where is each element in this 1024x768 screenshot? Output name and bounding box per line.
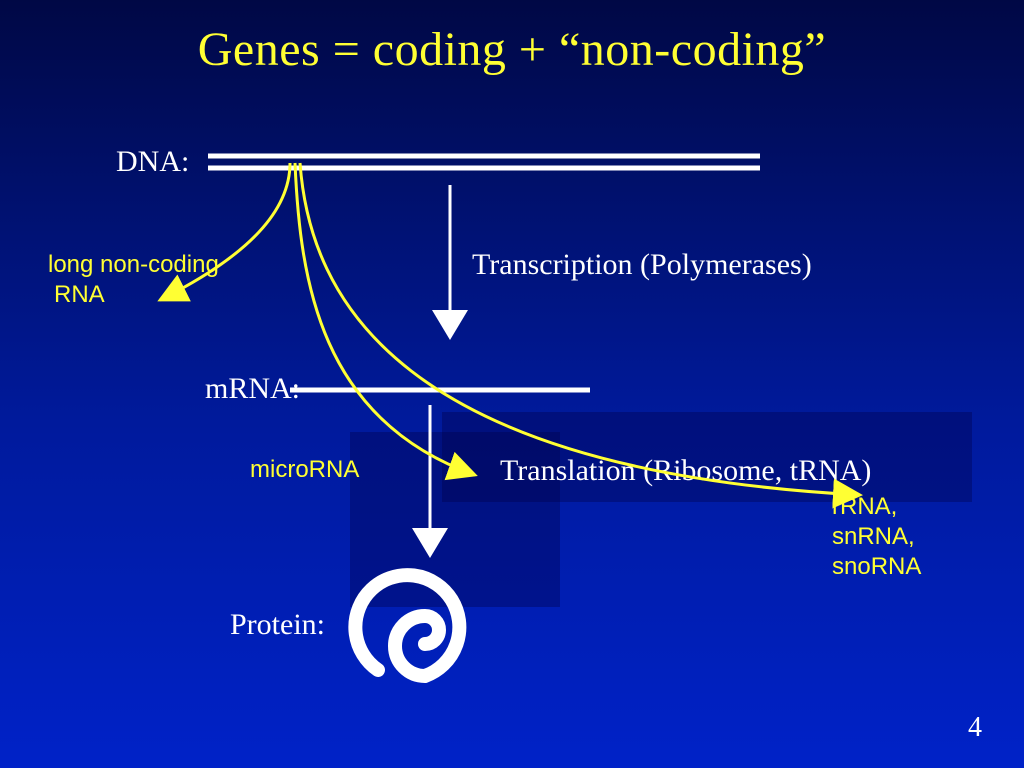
- page-number: 4: [968, 712, 982, 744]
- lncrna-line1: long non-coding: [48, 251, 219, 278]
- dna-label: DNA:: [116, 145, 189, 179]
- mrna-label: mRNA:: [205, 372, 300, 406]
- snorna-line: snoRNA: [832, 553, 921, 580]
- transcription-arrow-head: [432, 310, 468, 340]
- diagram-svg: [0, 0, 1024, 768]
- slide-title: Genes = coding + “non-coding”: [0, 22, 1024, 77]
- translation-label: Translation (Ribosome, tRNA): [500, 454, 871, 488]
- slide: Genes = coding + “non-coding” DNA: mRNA:…: [0, 0, 1024, 768]
- rrna-line: rRNA,: [832, 493, 897, 520]
- lncrna-line2: RNA: [54, 281, 105, 308]
- snrna-line: snRNA,: [832, 523, 915, 550]
- right-rna-label: rRNA, snRNA, snoRNA: [832, 492, 921, 582]
- transcription-label: Transcription (Polymerases): [472, 248, 812, 282]
- protein-label: Protein:: [230, 608, 325, 642]
- microrna-label: microRNA: [250, 455, 359, 485]
- lncrna-label: long non-coding RNA: [48, 250, 219, 310]
